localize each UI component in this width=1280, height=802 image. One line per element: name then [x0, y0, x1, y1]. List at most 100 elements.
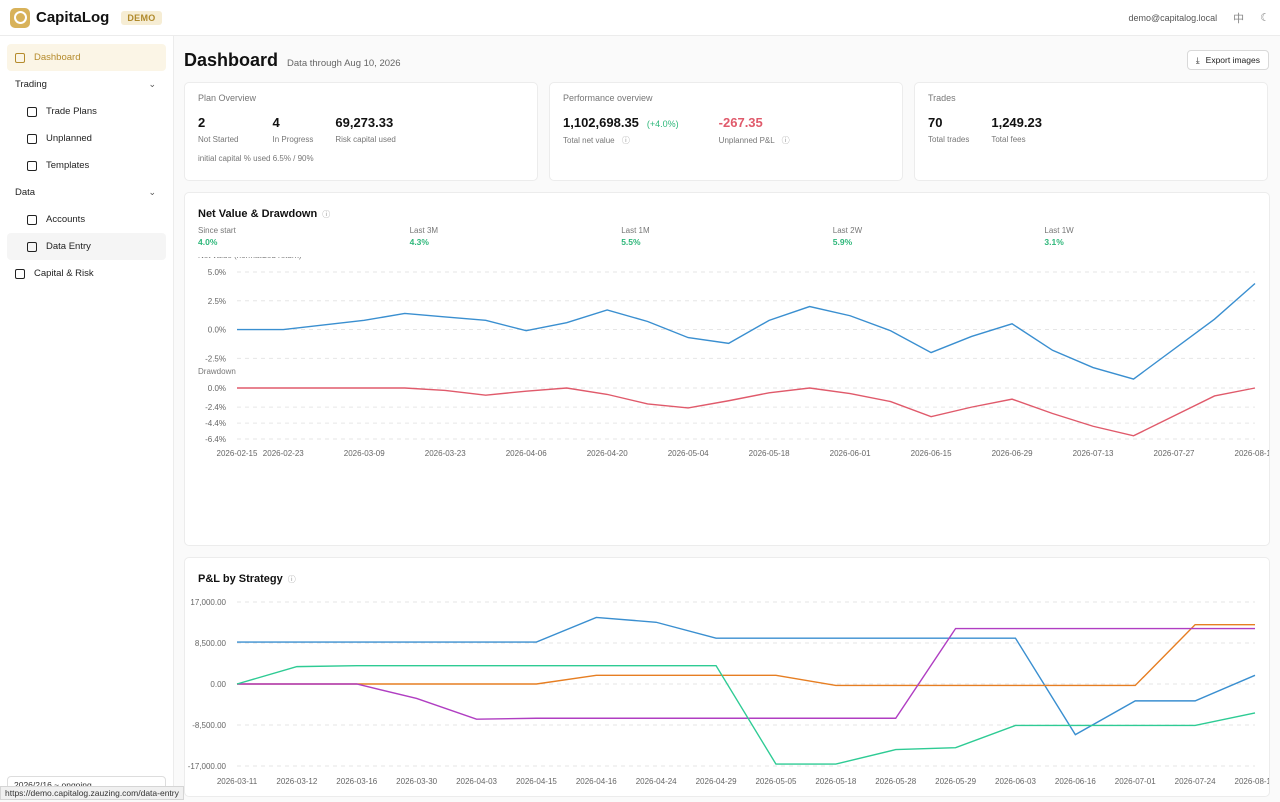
sidebar-item-dashboard[interactable]: Dashboard: [7, 44, 166, 71]
series-line: [237, 617, 1255, 734]
file-icon: [27, 242, 37, 252]
y-tick-label: -6.4%: [205, 435, 226, 444]
y-tick-label: 17,000.00: [190, 598, 226, 607]
stat-label: Total trades: [928, 135, 969, 144]
download-icon: ⤓: [1196, 55, 1200, 66]
main-content: Dashboard Data through Aug 10, 2026 ⤓ Ex…: [174, 36, 1280, 800]
x-tick-label: 2026-06-01: [830, 449, 871, 458]
user-email[interactable]: demo@capitalog.local: [1128, 13, 1217, 23]
sidebar-item-trade-plans[interactable]: Trade Plans: [7, 98, 166, 125]
sidebar-item-unplanned[interactable]: Unplanned: [7, 125, 166, 152]
export-label: Export images: [1206, 55, 1260, 65]
x-tick-label: 2026-02-23: [263, 449, 304, 458]
series-line: [237, 388, 1255, 436]
x-tick-label: 2026-08-10: [1235, 449, 1269, 458]
layout-icon: [27, 161, 37, 171]
period-value: 5.5%: [621, 237, 833, 247]
sidebar-group-label: Data: [15, 187, 35, 198]
clipboard-icon: [27, 107, 37, 117]
series-line: [237, 625, 1255, 686]
x-tick-label: 2026-04-15: [516, 777, 557, 786]
sidebar-item-accounts[interactable]: Accounts: [7, 206, 166, 233]
y-tick-label: 0.0%: [208, 326, 226, 335]
x-tick-label: 2026-07-27: [1154, 449, 1195, 458]
card-title: Plan Overview: [198, 93, 524, 103]
period-value: 4.3%: [410, 237, 622, 247]
x-tick-label: 2026-06-03: [995, 777, 1036, 786]
net-value: 1,102,698.35: [563, 115, 639, 130]
x-tick-label: 2026-03-11: [217, 777, 258, 786]
y-tick-label: -8,500.00: [192, 721, 226, 730]
x-tick-label: 2026-04-03: [456, 777, 497, 786]
page-title: Dashboard: [184, 50, 278, 71]
x-tick-label: 2026-05-29: [935, 777, 976, 786]
stat-value: 69,273.33: [335, 115, 395, 130]
sidebar-item-label: Accounts: [46, 214, 85, 225]
info-icon[interactable]: ⓘ: [622, 136, 630, 145]
sidebar-item-data-entry[interactable]: Data Entry: [7, 233, 166, 260]
sidebar-group-label: Trading: [15, 79, 47, 90]
app-name[interactable]: CapitaLog: [36, 9, 109, 26]
chart-ylabel: Net value (normalized return): [198, 257, 302, 260]
stat-label: Total net value: [563, 136, 615, 145]
panel-title: P&L by Strategy: [198, 573, 283, 585]
stat-label: Unplanned P&L: [719, 136, 775, 145]
demo-badge: DEMO: [121, 11, 161, 25]
sidebar-group-trading[interactable]: Trading ⌄: [7, 71, 166, 98]
stat-label: Risk capital used: [335, 135, 395, 144]
card-title: Performance overview: [563, 93, 889, 103]
y-tick-label: -17,000.00: [188, 762, 227, 771]
x-tick-label: 2026-02-15: [217, 449, 258, 458]
sidebar-item-capital-risk[interactable]: Capital & Risk: [7, 260, 166, 287]
unplanned-value: -267.35: [719, 115, 790, 130]
info-icon[interactable]: ⓘ: [288, 575, 296, 584]
sidebar-group-data[interactable]: Data ⌄: [7, 179, 166, 206]
pnl-chart[interactable]: 17,000.00 8,500.00 0.00 -8,500.00 -17,000.00…: [185, 592, 1269, 802]
chevron-down-icon: ⌄: [148, 187, 156, 198]
y-tick-label: -4.4%: [205, 419, 226, 428]
moon-icon[interactable]: ☾: [1260, 11, 1270, 24]
card-title: Trades: [928, 93, 1254, 103]
x-tick-label: 2026-06-16: [1055, 777, 1096, 786]
export-images-button[interactable]: ⤓ Export images: [1187, 50, 1269, 70]
y-tick-label: 0.00: [210, 680, 226, 689]
net-value-chart[interactable]: Net value (normalized return)5.0%2.5%0.0…: [185, 257, 1269, 545]
chart-ylabel: Drawdown: [198, 367, 236, 376]
y-tick-label: 8,500.00: [195, 639, 227, 648]
panel-title: Net Value & Drawdown: [198, 208, 317, 220]
x-tick-label: 2026-03-30: [396, 777, 437, 786]
stat-value: 2: [198, 115, 238, 130]
period-label: Since start: [198, 226, 410, 235]
x-tick-label: 2026-03-23: [425, 449, 466, 458]
info-icon[interactable]: ⓘ: [782, 136, 790, 145]
period-label: Last 1W: [1044, 226, 1256, 235]
y-tick-label: 0.0%: [208, 384, 226, 393]
stat-label: In Progress: [272, 135, 313, 144]
x-tick-label: 2026-05-18: [749, 449, 790, 458]
x-tick-label: 2026-04-06: [506, 449, 547, 458]
period-label: Last 1M: [621, 226, 833, 235]
period-value: 4.0%: [198, 237, 410, 247]
grid-icon: [15, 53, 25, 63]
info-icon[interactable]: ⓘ: [322, 210, 330, 219]
x-tick-label: 2026-06-29: [992, 449, 1033, 458]
x-tick-label: 2026-07-01: [1115, 777, 1156, 786]
x-tick-label: 2026-03-12: [276, 777, 317, 786]
language-toggle[interactable]: 中: [1233, 10, 1244, 26]
sidebar-item-templates[interactable]: Templates: [7, 152, 166, 179]
period-label: Last 2W: [833, 226, 1045, 235]
stat-label: Total fees: [991, 135, 1042, 144]
series-line: [237, 284, 1255, 380]
x-tick-label: 2026-04-16: [576, 777, 617, 786]
swap-icon: [27, 134, 37, 144]
pnl-panel: P&L by Strategy ⓘ 17,000.00 8,500.00 0.00 -8…: [184, 557, 1270, 797]
logo-icon[interactable]: [10, 8, 30, 28]
stat-label: Not Started: [198, 135, 238, 144]
performance-card: Performance overview 1,102,698.35(+4.0%)…: [549, 82, 903, 181]
status-url: https://demo.capitalog.zauzing.com/data-…: [0, 786, 184, 800]
y-tick-label: 2.5%: [208, 297, 226, 306]
plan-footnote: initial capital % used 6.5% / 90%: [198, 154, 524, 163]
page-subtitle: Data through Aug 10, 2026: [287, 58, 401, 69]
top-bar: CapitaLog DEMO demo@capitalog.local 中 ☾: [0, 0, 1280, 36]
